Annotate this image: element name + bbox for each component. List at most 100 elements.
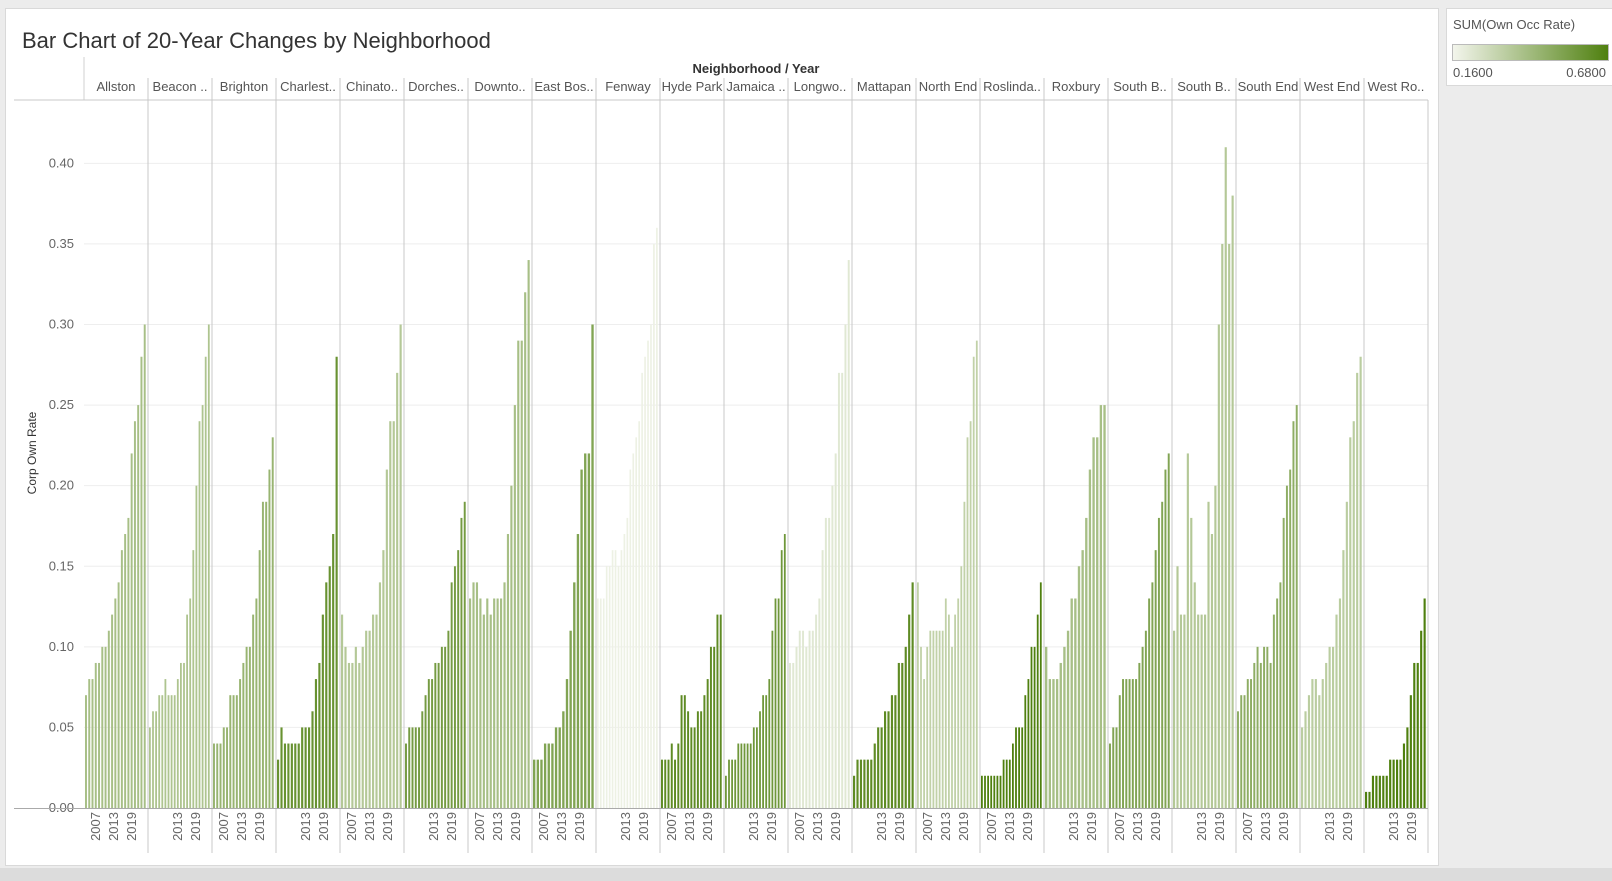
bar [418, 727, 421, 808]
bar [661, 759, 663, 808]
bar [500, 598, 503, 808]
bar [328, 566, 331, 808]
bar [1118, 695, 1121, 808]
bar [294, 743, 297, 808]
bar [186, 614, 188, 808]
bar [1378, 775, 1381, 808]
bar [1190, 517, 1193, 808]
bar [629, 469, 632, 808]
bar [392, 421, 395, 808]
bar [728, 759, 730, 808]
bar [597, 598, 599, 808]
bar [496, 598, 499, 808]
bar [1259, 662, 1262, 808]
bar [873, 743, 876, 808]
bar [1036, 614, 1039, 808]
bar [120, 550, 123, 808]
bar [88, 679, 91, 808]
bar [1204, 614, 1207, 808]
bar [479, 598, 482, 808]
bar [734, 759, 737, 808]
bar [1266, 646, 1269, 808]
x-tick-label: 2019 [508, 812, 523, 841]
bar [427, 679, 430, 808]
bar [1338, 598, 1342, 808]
bar [347, 662, 351, 808]
bar [884, 711, 887, 808]
bar [1318, 695, 1321, 808]
bar [318, 662, 321, 808]
bar [890, 695, 894, 808]
bar [195, 485, 198, 808]
bar [837, 372, 840, 808]
panel-label: Jamaica .. [726, 79, 785, 94]
bar [229, 695, 232, 808]
bar [841, 372, 844, 808]
bar [859, 759, 863, 808]
bar [372, 614, 375, 808]
bar [287, 743, 290, 808]
panel-label: Charlest.. [280, 79, 336, 94]
bar [740, 743, 743, 808]
bar [1231, 195, 1234, 808]
bar [365, 630, 368, 808]
bar [1052, 679, 1055, 808]
bar [1416, 662, 1419, 808]
bar [743, 743, 746, 808]
bar [904, 646, 907, 808]
bar [261, 501, 264, 808]
bar [1154, 550, 1157, 808]
bar [1096, 437, 1099, 808]
bar [605, 566, 608, 808]
bar [1122, 679, 1125, 808]
bar [158, 695, 161, 808]
bar [1269, 662, 1272, 808]
bar [213, 743, 215, 808]
bar [311, 711, 314, 808]
bar [805, 646, 808, 808]
bar [1141, 646, 1144, 808]
bar [759, 711, 761, 808]
bar [389, 421, 392, 808]
bar [802, 630, 805, 808]
x-tick-label: 2007 [536, 812, 551, 841]
bar [405, 743, 407, 808]
bar [1002, 759, 1005, 808]
bar [1276, 598, 1279, 808]
bar [789, 662, 791, 808]
bar [1059, 662, 1062, 808]
bar [235, 695, 238, 808]
bar [463, 501, 466, 808]
bar [713, 646, 716, 808]
bar [996, 775, 999, 808]
y-axis-title: Corp Own Rate [25, 411, 39, 494]
bar [457, 550, 460, 808]
bar [486, 598, 489, 808]
bar [1186, 453, 1189, 808]
bar [762, 695, 764, 808]
bar [1335, 614, 1338, 808]
bar [382, 550, 385, 808]
bar [375, 614, 378, 808]
bar [85, 695, 87, 808]
bar [558, 727, 561, 808]
x-tick-label: 2019 [1276, 812, 1291, 841]
bar [926, 646, 929, 808]
x-tick-label: 2019 [188, 812, 203, 841]
x-tick-label: 2007 [88, 812, 103, 841]
x-tick-label: 2019 [252, 812, 267, 841]
bar [984, 775, 986, 808]
x-tick-label: 2019 [444, 812, 459, 841]
bar [847, 260, 850, 808]
bar [1183, 614, 1186, 808]
bar [963, 501, 966, 808]
bar [687, 711, 690, 808]
bar [1240, 695, 1243, 808]
bar [198, 421, 201, 808]
bar [133, 421, 136, 808]
status-strip [0, 868, 1612, 881]
bar [1253, 662, 1256, 808]
panel-label: Beacon .. [153, 79, 208, 94]
bar [1144, 630, 1147, 808]
bar [987, 775, 989, 808]
